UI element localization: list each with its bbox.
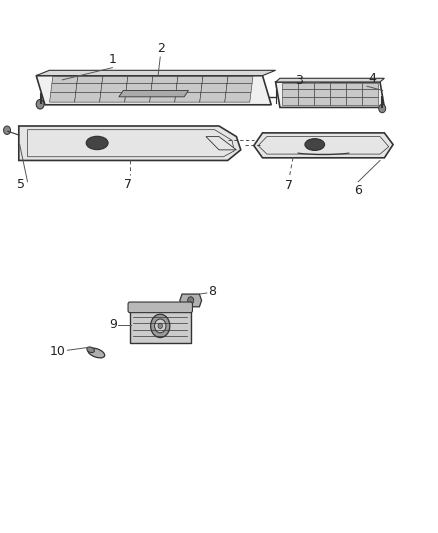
Polygon shape xyxy=(201,84,227,93)
Polygon shape xyxy=(74,93,101,102)
Polygon shape xyxy=(282,97,298,105)
Text: 5: 5 xyxy=(18,178,25,191)
Polygon shape xyxy=(177,77,203,84)
Polygon shape xyxy=(99,93,126,102)
Polygon shape xyxy=(202,77,228,84)
Polygon shape xyxy=(346,97,362,105)
Polygon shape xyxy=(36,70,276,76)
Text: 6: 6 xyxy=(354,184,362,197)
Polygon shape xyxy=(151,84,177,93)
Polygon shape xyxy=(282,89,298,97)
Ellipse shape xyxy=(88,348,105,358)
Polygon shape xyxy=(346,89,362,97)
Polygon shape xyxy=(254,133,393,158)
Polygon shape xyxy=(101,84,127,93)
Polygon shape xyxy=(362,89,378,97)
Circle shape xyxy=(4,126,11,134)
Polygon shape xyxy=(200,93,226,102)
Polygon shape xyxy=(282,83,298,89)
Polygon shape xyxy=(51,84,77,93)
Circle shape xyxy=(151,314,170,337)
Polygon shape xyxy=(180,294,201,307)
Circle shape xyxy=(187,297,194,304)
Text: 8: 8 xyxy=(208,286,216,298)
Ellipse shape xyxy=(87,347,95,353)
Polygon shape xyxy=(77,77,103,84)
Polygon shape xyxy=(206,136,237,150)
Circle shape xyxy=(379,104,386,113)
Text: 7: 7 xyxy=(285,179,293,192)
Polygon shape xyxy=(152,77,178,84)
Polygon shape xyxy=(226,84,252,93)
Polygon shape xyxy=(330,83,346,89)
Polygon shape xyxy=(175,93,201,102)
Polygon shape xyxy=(276,78,385,82)
Polygon shape xyxy=(330,97,346,105)
Text: 1: 1 xyxy=(109,53,117,66)
Polygon shape xyxy=(314,97,330,105)
Polygon shape xyxy=(225,93,251,102)
Polygon shape xyxy=(126,84,152,93)
Polygon shape xyxy=(49,93,76,102)
Circle shape xyxy=(36,100,44,109)
Polygon shape xyxy=(125,93,151,102)
Polygon shape xyxy=(150,93,176,102)
Polygon shape xyxy=(314,83,330,89)
Text: 3: 3 xyxy=(296,75,304,87)
FancyBboxPatch shape xyxy=(128,302,192,313)
Polygon shape xyxy=(298,83,314,89)
Polygon shape xyxy=(119,91,188,97)
Circle shape xyxy=(155,319,166,333)
Text: 9: 9 xyxy=(109,318,117,332)
Ellipse shape xyxy=(305,139,325,150)
Polygon shape xyxy=(19,126,241,160)
Polygon shape xyxy=(276,82,385,108)
Polygon shape xyxy=(362,97,378,105)
Circle shape xyxy=(158,323,162,328)
Polygon shape xyxy=(176,84,202,93)
Polygon shape xyxy=(298,89,314,97)
Polygon shape xyxy=(102,77,128,84)
Polygon shape xyxy=(127,77,153,84)
Polygon shape xyxy=(362,83,378,89)
Ellipse shape xyxy=(86,136,108,150)
Polygon shape xyxy=(330,89,346,97)
Text: 2: 2 xyxy=(158,43,166,55)
Text: 10: 10 xyxy=(50,345,66,358)
Polygon shape xyxy=(298,97,314,105)
Polygon shape xyxy=(314,89,330,97)
Polygon shape xyxy=(36,76,271,105)
Polygon shape xyxy=(130,308,191,343)
Text: 4: 4 xyxy=(368,71,376,85)
Polygon shape xyxy=(346,83,362,89)
Polygon shape xyxy=(52,77,78,84)
Polygon shape xyxy=(76,84,102,93)
Polygon shape xyxy=(227,77,253,84)
Text: 7: 7 xyxy=(124,178,132,191)
